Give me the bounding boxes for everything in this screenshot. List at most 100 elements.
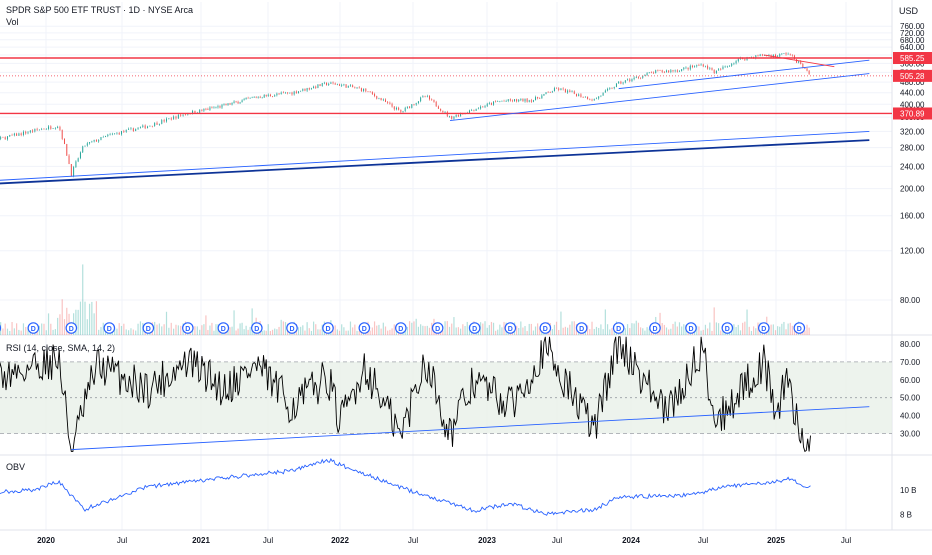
candle-body [424,96,426,97]
volume-bar [661,323,663,335]
dividend-marker[interactable]: D [65,322,78,334]
candle-body [575,93,577,97]
candle-body [269,94,271,97]
volume-bar [93,313,95,335]
price-tick-label: 280.00 [900,144,925,153]
dividend-marker[interactable]: D [358,322,371,334]
candle-body [644,74,646,76]
volume-bar [43,323,45,335]
dividend-marker[interactable]: D [758,322,770,334]
dividend-marker-label: D [146,326,151,333]
candle-body [123,131,125,132]
candle-body [166,118,168,122]
dividend-marker[interactable]: D [612,322,625,334]
dividend-marker[interactable]: D [431,322,444,334]
volume-bar [646,327,648,335]
volume-bar [609,329,611,335]
dividend-marker[interactable]: D [103,322,116,334]
price-label-text: 585.25 [900,54,925,63]
volume-bar [526,330,528,335]
indicator-layer [0,336,870,516]
price-tick-label: 320.00 [900,127,925,136]
candle-body [358,87,360,89]
candle-body [503,100,505,102]
volume-bar [9,330,11,335]
volume-bar [6,328,9,335]
volume-bar [57,317,59,335]
candle-body [537,97,539,99]
dividend-marker[interactable]: D [793,322,806,334]
candle-body [514,99,516,102]
dividend-marker[interactable]: D [27,322,40,334]
candle-body [98,140,100,142]
rsi-label[interactable]: RSI (14, close, SMA, 14, 2) [6,343,116,353]
dividend-marker[interactable]: D [322,322,334,334]
candle-body [247,97,249,99]
volume-bar [341,324,343,335]
volume-bar [308,328,310,335]
volume-bar [731,330,733,335]
candle-body [77,158,79,162]
volume-bar [426,325,428,335]
time-tick-label: 2025 [767,536,785,545]
dividend-marker-label: D [398,326,403,333]
dividend-marker[interactable]: D [649,322,661,334]
volume-bar [528,323,530,335]
volume-bar [4,323,6,335]
candle-body [213,107,215,109]
candle-body [219,106,221,108]
candle-body [32,130,34,132]
dividend-marker[interactable]: D [142,322,155,334]
dividend-marker[interactable]: D [0,323,2,333]
drawings-layer[interactable] [0,54,892,186]
dividend-marker[interactable]: D [395,322,407,334]
candle-body [287,92,289,94]
volume-bar [558,329,560,335]
volume-label[interactable]: Vol [6,17,19,27]
candle-body [687,67,689,70]
dividend-marker[interactable]: D [468,322,481,334]
candle-body [367,91,369,92]
dividend-marker-label: D [652,326,657,333]
candle-body [16,133,18,136]
volume-bar [503,321,505,335]
dividend-marker[interactable]: D [504,322,517,334]
volume-bar [199,329,201,335]
currency-label[interactable]: USD [898,6,918,16]
candle-body [700,64,702,66]
obv-label[interactable]: OBV [6,462,26,472]
volume-bar [715,322,717,335]
dividend-marker[interactable]: D [575,322,588,334]
candle-body [147,126,149,129]
volume-bar [300,326,302,335]
dividend-marker[interactable]: D [286,322,298,334]
candle-body [484,106,486,108]
volume-bar [302,325,304,335]
candle-body [82,146,84,153]
candle-body [808,70,810,75]
volume-bar [411,322,413,335]
dividend-marker[interactable]: D [685,322,697,334]
candle-body [659,70,661,71]
rsi-tick-label: 50.00 [900,394,921,403]
candle-body [365,88,367,92]
candle-body [116,132,118,134]
candle-body [380,98,382,101]
volume-bar [139,321,142,335]
volume-bar [567,327,569,335]
candle-body [184,114,186,116]
dividend-marker[interactable]: D [251,322,263,334]
symbol-title[interactable]: SPDR S&P 500 ETF TRUST · 1D · NYSE Arca [6,5,194,15]
volume-bar [263,330,265,335]
dividend-marker[interactable]: D [182,322,194,334]
dividend-marker[interactable]: D [217,322,230,334]
volume-bar [371,327,373,335]
volume-bar [428,327,431,335]
dividend-marker[interactable]: D [721,322,734,334]
dividend-markers-layer[interactable]: DDDDDDDDDDDDDDDDDDDDDDDD [0,322,806,334]
dividend-marker[interactable]: D [539,322,552,334]
candle-body [600,95,602,97]
candle-body [371,91,373,95]
candle-body [68,155,70,164]
